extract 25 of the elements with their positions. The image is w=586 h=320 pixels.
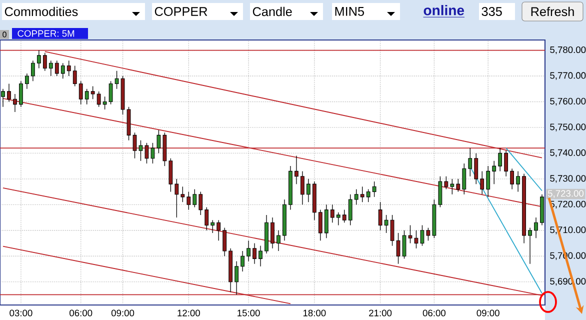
y-tick-label: 5,730.00: [550, 175, 586, 183]
x-tick-label: 09:00: [476, 310, 500, 316]
y-tick-label: 5,780.00: [550, 46, 586, 54]
text: Refresh: [531, 6, 574, 16]
text: 0: [2, 32, 6, 38]
x-tick-label: 12:00: [178, 310, 200, 316]
y-tick-label: 5,760.00: [550, 98, 586, 106]
text: 5,723.00: [548, 190, 584, 198]
text: 335: [482, 7, 502, 16]
x-tick-label: 09:00: [111, 310, 134, 316]
x-tick-label: 03:00: [10, 310, 32, 316]
y-tick-label: 5,770.00: [550, 72, 586, 80]
y-tick-label: 5,740.00: [550, 149, 586, 158]
text: Candle: [252, 6, 292, 16]
x-tick-label: 18:00: [303, 310, 326, 316]
chart-title: COPPER: 5M: [18, 30, 74, 37]
x-tick-label: 15:00: [238, 310, 260, 316]
text: COPPER: [154, 7, 208, 16]
y-tick-label: 5,750.00: [550, 124, 586, 132]
x-tick-label: 06:00: [70, 310, 92, 316]
x-tick-label: 21:00: [369, 310, 392, 316]
x-tick-label: 06:00: [422, 310, 446, 316]
text: online: [424, 5, 464, 16]
text: MIN5: [335, 7, 364, 16]
text: Commodities: [4, 6, 78, 16]
